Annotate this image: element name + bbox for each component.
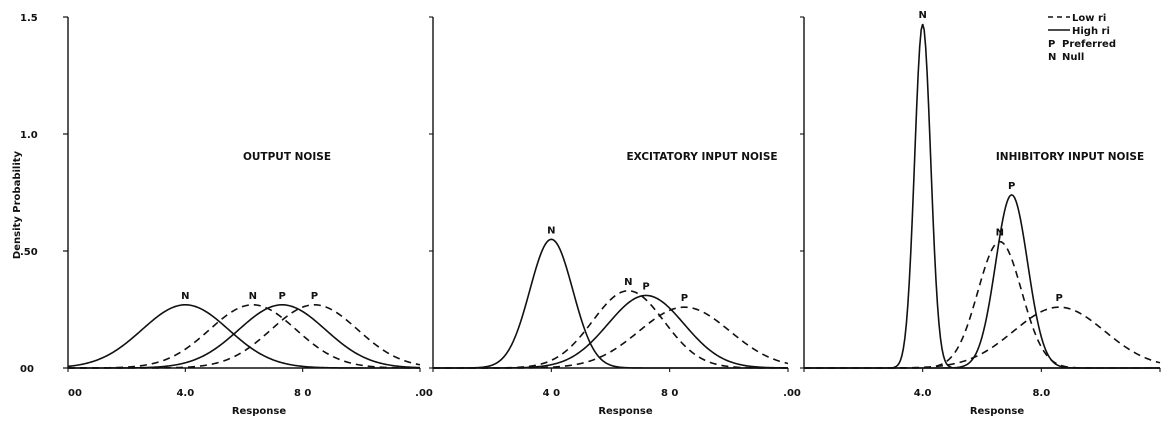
x-tick-label: 4.0 <box>176 388 194 399</box>
y-tick-label: 1.0 <box>20 130 38 141</box>
legend-entry-label: High ri <box>1072 26 1110 37</box>
legend-layer: Low ri High ri P Preferred N Null <box>1048 13 1116 63</box>
curves-layer <box>67 23 1161 369</box>
x-tick-label: 8 0 <box>294 388 311 399</box>
y-tick-label: 00 <box>20 364 34 375</box>
panel-3-peak-label: P <box>1055 293 1062 304</box>
panel-2-title: EXCITATORY INPUT NOISE <box>626 151 777 163</box>
panel-3-solid-curve-n <box>804 23 1160 369</box>
panel-1-peak-label: N <box>181 291 189 302</box>
y-tick-label: .50 <box>20 247 38 258</box>
panel-2-peak-label: N <box>547 225 555 236</box>
panel-2-solid-curve-n <box>433 238 788 369</box>
legend-entry-label: Null <box>1062 52 1084 63</box>
panel-3-peak-label: N <box>996 228 1004 239</box>
panel-1-x-axis-title: Response <box>232 406 287 417</box>
x-tick-label: 4.0 <box>914 388 932 399</box>
panel-2-peak-label: P <box>642 281 649 292</box>
x-tick-label: 4 0 <box>543 388 560 399</box>
panel-3-solid-curve-p <box>804 193 1160 369</box>
panel-1-peak-label: P <box>311 291 318 302</box>
x-tick-label: .00 <box>415 388 433 399</box>
y-tick-label: 1.5 <box>20 13 38 24</box>
legend-entry-label: Preferred <box>1062 39 1116 50</box>
legend-symbol: N <box>1048 52 1056 63</box>
x-tick-label: 8.0 <box>1032 388 1050 399</box>
panel-3-dashed-curve-n <box>804 240 1160 369</box>
panel-1-peak-label: N <box>249 291 257 302</box>
panel-2-dashed-curve-n <box>433 289 788 369</box>
panel-1-solid-curve-p <box>68 304 421 369</box>
panel-1-peak-label: P <box>278 291 285 302</box>
panel-2-dashed-curve-p <box>433 306 789 369</box>
panel-3-x-axis-title: Response <box>970 406 1025 417</box>
panel-1-dashed-curve-n <box>68 304 420 369</box>
legend-entry-label: Low ri <box>1072 13 1106 24</box>
panel-1-title: OUTPUT NOISE <box>243 151 331 163</box>
panel-3-dashed-curve-p <box>804 306 1161 369</box>
panel-1-solid-curve-n <box>67 304 420 369</box>
panel-3-title: INHIBITORY INPUT NOISE <box>996 151 1144 163</box>
x-tick-label: 8 0 <box>661 388 678 399</box>
panel-2-x-axis-title: Response <box>598 406 653 417</box>
panel-2-peak-label: P <box>681 293 688 304</box>
panel-2-peak-label: N <box>624 277 632 288</box>
panel-2-solid-curve-p <box>433 294 789 369</box>
panel-3-peak-label: N <box>918 10 926 21</box>
legend-symbol: P <box>1048 39 1055 50</box>
panel-3-peak-label: P <box>1008 181 1015 192</box>
x-tick-label: 00 <box>68 388 82 399</box>
y-axis-title: Density Probability <box>12 150 23 259</box>
x-tick-label: .00 <box>783 388 801 399</box>
